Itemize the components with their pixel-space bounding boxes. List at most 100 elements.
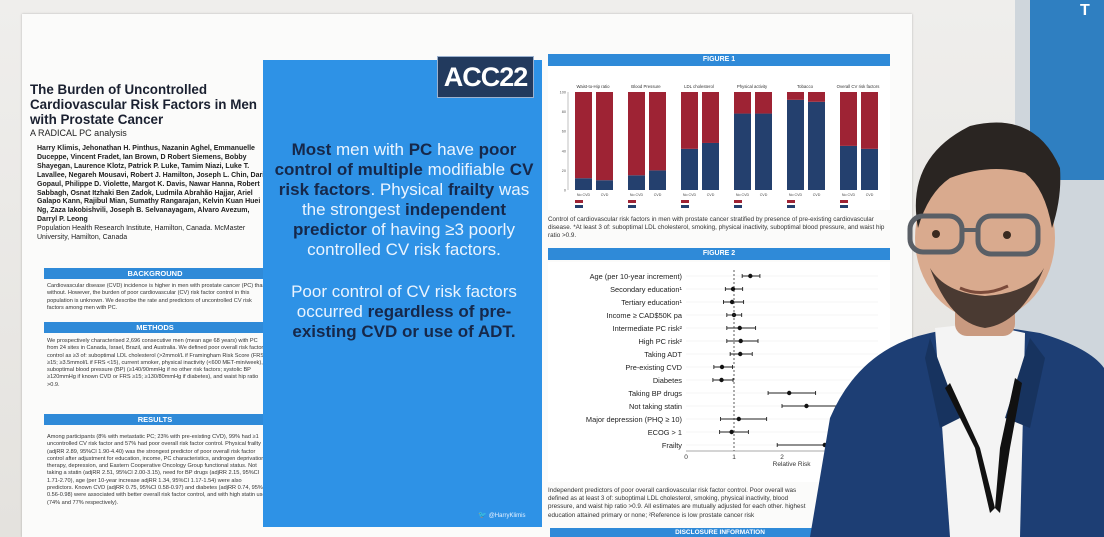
figure1-caption: Control of cardiovascular risk factors i… (548, 216, 885, 240)
figure1-bar (596, 92, 613, 181)
sign-letter: T (1080, 2, 1090, 19)
figure1-legend-swatch (787, 205, 795, 208)
methods-text: We prospectively characterised 2,696 con… (47, 338, 266, 388)
figure2-row-label: Not taking statin (629, 402, 682, 411)
figure1-legend-swatch (575, 205, 583, 208)
figure1-chart: 0 20 40 60 80 100 Waist-to-Hip ratio No CVD CVD B… (560, 84, 880, 208)
figure1-y-tick: 60 (562, 130, 566, 134)
figure2-point (738, 338, 743, 344)
figure1-bar (702, 92, 719, 143)
figure1-bar (840, 145, 857, 190)
figure1-category-label: Tobacco (797, 84, 814, 89)
figure1-legend-swatch (840, 205, 848, 208)
figure1-y-tick: 100 (560, 91, 566, 95)
figure1-bar (808, 92, 825, 102)
figure1-bar (681, 92, 698, 149)
author-list: Harry Klimis, Jehonathan H. Pinthus, Naz… (37, 145, 269, 243)
figure1-legend-swatch (628, 200, 636, 203)
figure2-x-label: Relative Risk (773, 461, 812, 468)
figure2-point (729, 429, 734, 435)
figure1-y-tick: 80 (562, 110, 566, 114)
figure2-row-label: Tertiary education¹ (621, 298, 682, 307)
figure1-group-label: No CVD (736, 193, 750, 197)
figure1-bar (628, 92, 645, 176)
key-message: Most men with PC have poor control of mu… (270, 140, 538, 342)
figure2-point (719, 377, 724, 383)
figure2-chart: Age (per 10-year increment) Secondary edu… (586, 270, 898, 468)
figure1-legend-swatch (734, 205, 742, 208)
poster-subtitle: A RADICAL PC analysis (30, 128, 127, 138)
figure1-bar (787, 92, 804, 100)
figure1-bar (755, 113, 772, 190)
figure1-legend-swatch (628, 205, 636, 208)
figure1-legend-swatch (575, 200, 583, 203)
figure2-point (787, 390, 792, 396)
figure1-bar (702, 142, 719, 190)
figure2-row-label: Intermediate PC risk² (613, 324, 683, 333)
background-text: Cardiovascular disease (CVD) incidence i… (47, 283, 266, 311)
figure1-group-label: CVD (601, 193, 609, 197)
figure1-bar (755, 92, 772, 114)
figure2-row-label: Major depression (PHQ ≥ 10) (586, 415, 682, 424)
figure1-group-label: CVD (760, 193, 768, 197)
figure2-x-tick: 0 (684, 454, 688, 461)
figure2-point (719, 364, 725, 370)
figure1-bar (575, 92, 592, 179)
figure1-group-label: CVD (813, 193, 821, 197)
figure1-category-label: LDL cholesterol (684, 84, 714, 89)
figure2-point (736, 416, 741, 422)
figure2-point (738, 351, 743, 357)
figure2-x-tick: 1 (732, 454, 736, 461)
figure2-heading: FIGURE 2 (548, 248, 890, 260)
figure1-bar (840, 92, 857, 146)
methods-heading: METHODS (44, 322, 266, 333)
figure1-group-label: No CVD (789, 193, 803, 197)
figure2-point (804, 403, 809, 409)
figure1-legend-swatch (787, 200, 795, 203)
background-heading: BACKGROUND (44, 268, 266, 279)
figure1-bar (575, 178, 592, 190)
authors: Harry Klimis, Jehonathan H. Pinthus, Naz… (37, 145, 269, 224)
figure1-category-label: Physical activity (737, 84, 768, 89)
figure2-row-label: Diabetes (653, 376, 682, 385)
figure1-group-label: No CVD (630, 193, 644, 197)
figure2-row-label: Frailty (662, 441, 682, 450)
figure2-row-label: Pre-existing CVD (625, 363, 682, 372)
figure1-bar (787, 99, 804, 190)
figure1-group-label: CVD (654, 193, 662, 197)
figure1-group-label: No CVD (842, 193, 856, 197)
figure1-y-tick: 20 (562, 169, 566, 173)
figure2-point (748, 273, 753, 279)
figure2-x-tick: 2 (780, 454, 784, 461)
key-message-1: Most men with PC have poor control of mu… (274, 140, 534, 259)
key-message-2: Poor control of CV risk factors occurred… (291, 282, 517, 341)
figure1-legend-swatch (840, 200, 848, 203)
figure1-bar (861, 148, 878, 190)
figure2-row-label: Taking ADT (644, 350, 682, 359)
figure1-bar (596, 180, 613, 190)
title-block: The Burden of Uncontrolled Cardiovascula… (30, 82, 268, 138)
figure1-bar (734, 92, 751, 114)
figure1-group-label: No CVD (683, 193, 697, 197)
figure1-bar (649, 92, 666, 171)
figure1-group-label: No CVD (577, 193, 591, 197)
figure2-row-label: Taking BP drugs (628, 389, 682, 398)
figure1-category-label: Overall CV risk factors (837, 84, 880, 89)
figure1-bar (628, 175, 645, 190)
figure2-row-label: Income ≥ CAD$50K pa (606, 311, 682, 320)
figure1-bar (681, 148, 698, 190)
presenter-photo (810, 122, 1104, 537)
affiliation: Population Health Research Institute, Ha… (37, 225, 246, 242)
results-heading: RESULTS (44, 414, 266, 425)
figure1-group-label: CVD (707, 193, 715, 197)
disclosure-heading: DISCLOSURE INFORMATION (550, 528, 890, 537)
figure2-row-label: High PC risk² (638, 337, 682, 346)
twitter-handle: @HarryKlimis (478, 511, 526, 519)
figure1-bar (734, 113, 751, 190)
figure2-point (737, 325, 742, 331)
figure1-legend-swatch (734, 200, 742, 203)
poster-title: The Burden of Uncontrolled Cardiovascula… (30, 82, 257, 127)
acc-logo: ACC22 (437, 56, 534, 98)
figure1-bar (861, 92, 878, 149)
figure1-category-label: Blood Pressure (631, 84, 661, 89)
